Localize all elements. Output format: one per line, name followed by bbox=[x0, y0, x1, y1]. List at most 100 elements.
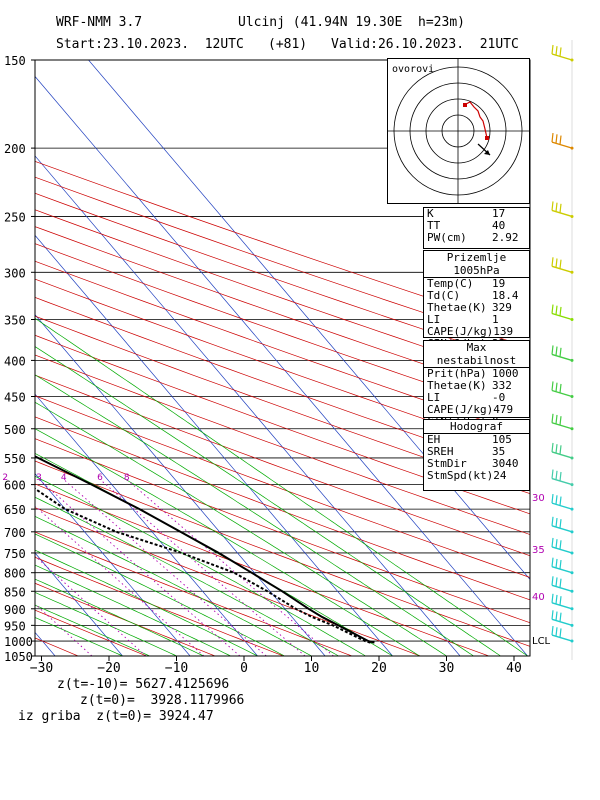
stat-row: CAPE(J/kg) 139 bbox=[424, 326, 529, 338]
mixing-ratio-label: 4 bbox=[61, 473, 67, 483]
wind-barb bbox=[551, 442, 574, 460]
temperature-label: 10 bbox=[304, 661, 320, 676]
moist-adiabat bbox=[35, 317, 528, 656]
stat-key: Thetae(K) bbox=[427, 379, 487, 392]
stat-value: 3040 bbox=[492, 457, 519, 470]
isotherm-line bbox=[35, 472, 191, 656]
wind-barb bbox=[551, 625, 574, 643]
z-zero: z(t=0)= 3928.1179966 bbox=[80, 693, 245, 708]
stat-row: StmDir 3040 bbox=[424, 458, 529, 470]
box-title: Hodograf bbox=[424, 420, 529, 434]
stat-value: 105 bbox=[492, 433, 512, 446]
dry-adiabat bbox=[35, 609, 148, 656]
mixing-ratio-label: 2 bbox=[2, 473, 8, 483]
wind-barb bbox=[551, 576, 574, 593]
mixing-ratio-line bbox=[99, 479, 306, 656]
isotherm-line bbox=[35, 155, 461, 656]
pressure-label: 950 bbox=[4, 619, 26, 633]
dewpoint-profile bbox=[35, 487, 371, 644]
stat-row: LI -0 bbox=[424, 392, 529, 404]
temperature-profile bbox=[35, 455, 375, 644]
wind-barb bbox=[551, 469, 574, 487]
wind-barb bbox=[551, 345, 574, 362]
location-title: Ulcinj (41.94N 19.30E h=23m) bbox=[238, 15, 465, 30]
dry-adiabat bbox=[35, 556, 285, 656]
stat-key: K bbox=[427, 207, 434, 220]
wind-barb bbox=[551, 593, 574, 611]
stat-row: SREH 35 bbox=[424, 446, 529, 458]
stat-value: 35 bbox=[492, 445, 506, 458]
pressure-label: 300 bbox=[4, 266, 26, 280]
model-title: WRF-NMM 3.7 bbox=[56, 15, 143, 30]
stat-row: Td(C) 18.4 bbox=[424, 290, 529, 302]
stat-value: 139 bbox=[493, 325, 514, 338]
pressure-label: 400 bbox=[4, 354, 26, 368]
temperature-label: 40 bbox=[506, 661, 522, 676]
stat-key: StmDir bbox=[427, 457, 467, 470]
dry-adiabat bbox=[35, 176, 530, 349]
stat-key: Prit(hPa) bbox=[427, 367, 487, 380]
pressure-label: 450 bbox=[4, 390, 26, 404]
dry-adiabat bbox=[35, 192, 530, 366]
isotherm-line bbox=[35, 631, 56, 656]
stat-value: 18.4 bbox=[492, 289, 519, 302]
moist-adiabat bbox=[35, 475, 366, 656]
isotherm-line bbox=[35, 75, 528, 656]
hodograph: ovorovi bbox=[388, 59, 529, 203]
dry-adiabat bbox=[35, 260, 530, 437]
dry-adiabat bbox=[35, 354, 530, 535]
storm-motion-arrowhead bbox=[484, 150, 490, 155]
dry-adiabat bbox=[35, 226, 530, 400]
pressure-label: 750 bbox=[4, 547, 26, 561]
isotherm-line bbox=[35, 314, 326, 656]
mixing-ratio-line bbox=[126, 479, 334, 656]
pressure-label: 850 bbox=[4, 585, 26, 599]
dry-adiabat bbox=[35, 209, 530, 383]
hodograph-end bbox=[485, 136, 489, 140]
right-axis-label: LCL bbox=[532, 636, 551, 647]
hodograph-panel: ovorovi bbox=[387, 58, 530, 204]
moist-adiabat bbox=[35, 346, 501, 656]
stat-key: PW(cm) bbox=[427, 231, 467, 244]
right-axis-label: 35 bbox=[532, 545, 545, 556]
isotherm-line bbox=[88, 60, 530, 580]
dry-adiabat bbox=[35, 395, 530, 578]
wind-barb bbox=[551, 413, 574, 431]
hodograph-trace bbox=[463, 101, 488, 139]
isotherm-line bbox=[35, 234, 393, 656]
pressure-label: 600 bbox=[4, 479, 26, 493]
moist-adiabat bbox=[35, 592, 177, 656]
moist-adiabat bbox=[35, 496, 339, 656]
stat-value: 40 bbox=[492, 219, 506, 232]
unstable-box: Max nestabilnost Prit(hPa) 1000 Thetae(K) 33… bbox=[423, 340, 530, 428]
temperature-label: −30 bbox=[30, 661, 53, 676]
hodograf-box: Hodograf EH 105 SREH 35 StmDir 3040 StmSpd(kt) 2… bbox=[423, 419, 530, 491]
temperature-label: −20 bbox=[97, 661, 120, 676]
dry-adiabat bbox=[35, 460, 530, 647]
stat-row: PW(cm) 2.92 bbox=[424, 232, 529, 244]
moist-adiabat bbox=[35, 374, 474, 656]
temperature-label: 20 bbox=[371, 661, 387, 676]
stat-value: -0 bbox=[492, 391, 506, 404]
moist-adiabat bbox=[35, 549, 258, 656]
valid-time: Valid:26.10.2023. 21UTC bbox=[331, 37, 519, 52]
mixing-ratio-line bbox=[35, 555, 147, 656]
wind-barb bbox=[551, 494, 574, 511]
pressure-label: 900 bbox=[4, 603, 26, 617]
temperature-label: 0 bbox=[240, 661, 248, 676]
wind-barb bbox=[551, 304, 574, 322]
temperature-label: 30 bbox=[439, 661, 455, 676]
surface-box: Prizemlje 1005hPa Temp(C) 19 Td(C) 18.4 Theta… bbox=[423, 250, 530, 350]
moist-adiabat bbox=[35, 533, 285, 656]
pressure-label: 650 bbox=[4, 503, 26, 517]
wind-barb bbox=[551, 133, 574, 150]
wind-barb bbox=[551, 381, 574, 398]
wind-barb bbox=[551, 44, 574, 62]
stat-value: 2.92 bbox=[492, 231, 519, 244]
stat-value: 329 bbox=[492, 301, 512, 314]
pressure-label: 250 bbox=[4, 210, 26, 224]
isotherm-line bbox=[35, 393, 258, 656]
dry-adiabat bbox=[35, 531, 353, 656]
wind-barb bbox=[551, 557, 574, 575]
stat-key: EH bbox=[427, 433, 441, 446]
